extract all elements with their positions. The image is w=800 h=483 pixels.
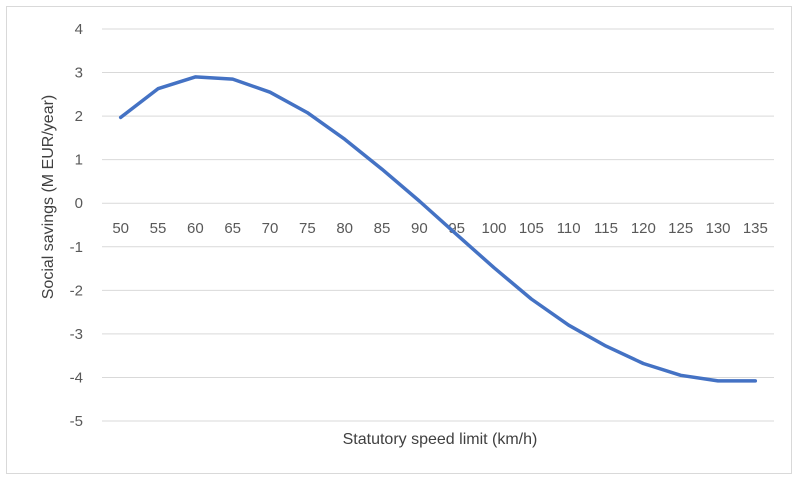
x-axis-ticks: 50 55 60 65 70 75 80 85 90 95 100 105 110 115 120 125 13… xyxy=(112,220,768,237)
gridlines xyxy=(102,28,774,422)
y-tick-label: -4 xyxy=(70,369,83,386)
y-tick-label: -3 xyxy=(70,326,83,343)
x-tick-label: 100 xyxy=(481,220,506,237)
x-tick-label: 70 xyxy=(262,220,279,237)
y-tick-label: 4 xyxy=(75,21,83,38)
x-tick-label: 85 xyxy=(374,220,391,237)
y-tick-label: 2 xyxy=(75,108,83,125)
data-point xyxy=(418,199,421,203)
series-layer xyxy=(118,75,758,383)
x-tick-label: 115 xyxy=(594,220,618,237)
x-tick-label: 55 xyxy=(150,220,167,237)
y-axis-title: Social savings (M EUR/year) xyxy=(40,95,57,300)
data-point xyxy=(306,111,309,114)
data-point xyxy=(231,77,234,81)
data-point xyxy=(567,323,570,327)
chart-frame: 4 3 2 1 0 -1 -2 -3 -4 -5 50 55 60 65 70 75 80 85 90 95 100 1… xyxy=(6,6,792,474)
x-tick-label: 65 xyxy=(224,220,241,237)
y-tick-label: 0 xyxy=(75,195,83,212)
y-tick-label: -2 xyxy=(70,282,83,299)
x-tick-label: 50 xyxy=(112,220,129,237)
x-tick-label: 120 xyxy=(631,220,656,237)
y-tick-label: 1 xyxy=(75,152,83,169)
data-point xyxy=(604,344,608,348)
x-tick-label: 110 xyxy=(557,220,581,237)
x-tick-label: 105 xyxy=(519,220,544,237)
x-tick-label: 135 xyxy=(743,220,768,237)
data-point xyxy=(492,266,496,269)
x-tick-label: 125 xyxy=(668,220,693,237)
x-tick-label: 90 xyxy=(411,220,428,237)
data-point xyxy=(268,90,272,94)
y-tick-label: -5 xyxy=(70,413,83,430)
x-tick-label: 130 xyxy=(705,220,730,237)
data-point xyxy=(716,379,720,383)
data-point xyxy=(642,362,645,365)
data-point xyxy=(754,379,757,383)
x-tick-label: 75 xyxy=(299,220,316,237)
data-point xyxy=(156,87,160,90)
y-axis-ticks: 4 3 2 1 0 -1 -2 -3 -4 -5 xyxy=(70,21,83,430)
series-line xyxy=(118,75,758,383)
data-point xyxy=(343,137,346,141)
data-point xyxy=(530,297,533,301)
data-point xyxy=(194,75,197,79)
data-point xyxy=(455,233,458,236)
data-point xyxy=(119,116,122,119)
y-tick-label: 3 xyxy=(75,65,83,82)
y-tick-label: -1 xyxy=(70,239,83,256)
x-tick-label: 80 xyxy=(336,220,353,237)
x-axis-title: Statutory speed limit (km/h) xyxy=(343,431,538,448)
data-point xyxy=(679,374,682,377)
x-tick-label: 60 xyxy=(187,220,204,237)
data-point xyxy=(380,168,384,171)
